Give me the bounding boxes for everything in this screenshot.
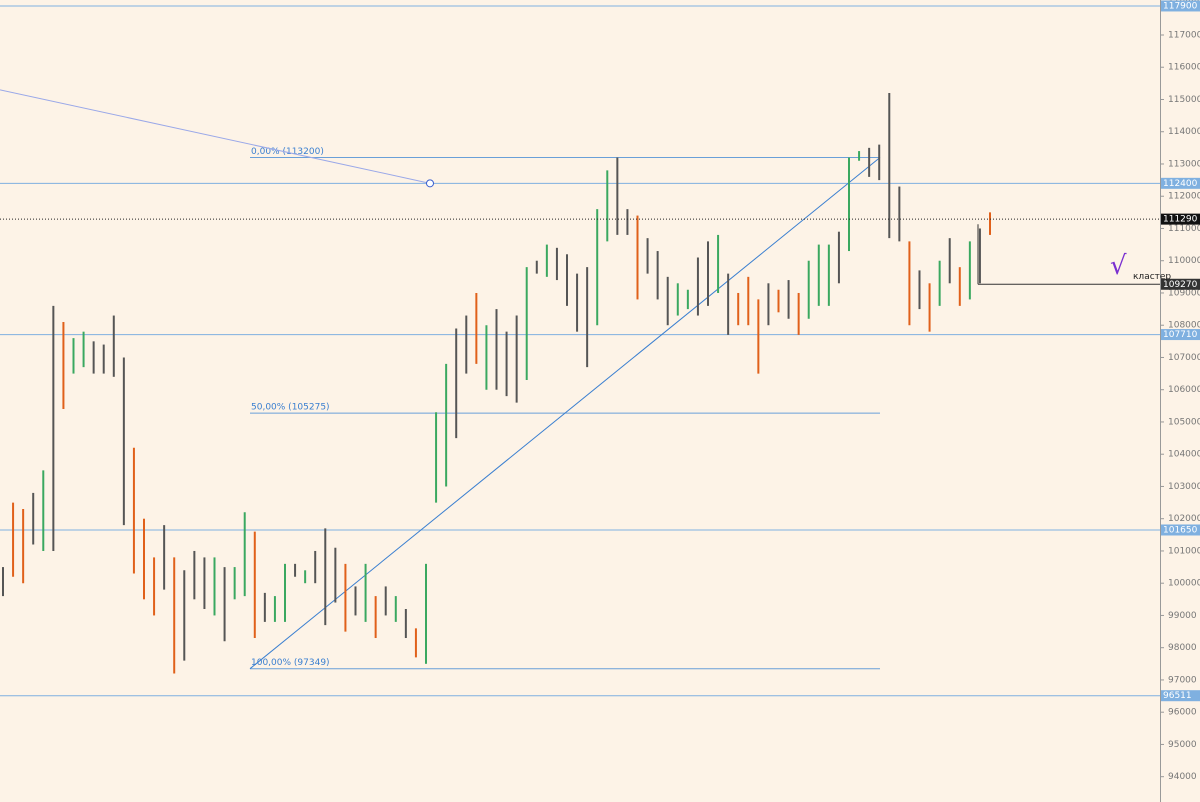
y-tick-label: 98000 — [1168, 643, 1197, 653]
y-tick-label: 113000 — [1168, 159, 1200, 169]
y-tick-label: 94000 — [1168, 772, 1197, 782]
level-label: 101650 — [1163, 525, 1198, 535]
cluster-mark: √ — [1110, 251, 1127, 281]
y-tick-label: 109000 — [1168, 288, 1200, 298]
cluster-label: 109270 — [1163, 280, 1198, 290]
level-label-box — [1161, 690, 1200, 702]
level-label: 96511 — [1163, 691, 1192, 701]
fib-label: 100,00% (97349) — [251, 658, 330, 668]
y-tick-label: 101000 — [1168, 546, 1200, 556]
y-tick-label: 107000 — [1168, 353, 1200, 363]
y-tick-label: 110000 — [1168, 256, 1200, 266]
level-label-box — [1161, 0, 1200, 12]
y-tick-label: 116000 — [1168, 63, 1200, 73]
level-label: 117900 — [1163, 1, 1198, 11]
level-label-box — [1161, 524, 1200, 536]
y-tick-label: 114000 — [1168, 127, 1200, 137]
y-tick-label: 105000 — [1168, 417, 1200, 427]
level-label-box — [1161, 177, 1200, 189]
cluster-box — [1161, 278, 1200, 290]
ray-anchor — [426, 179, 434, 188]
y-tick-label: 97000 — [1168, 675, 1197, 685]
y-tick-label: 99000 — [1168, 611, 1197, 621]
level-label: 107710 — [1163, 330, 1198, 340]
y-tick-label: 95000 — [1168, 740, 1197, 750]
y-tick-label: 100000 — [1168, 579, 1200, 589]
fib-label: 50,00% (105275) — [251, 403, 330, 413]
ray-line — [0, 89, 431, 184]
level-label-box — [1161, 329, 1200, 341]
y-tick-label: 117000 — [1168, 30, 1200, 40]
y-tick-label: 104000 — [1168, 450, 1200, 460]
y-tick-label: 96000 — [1168, 708, 1197, 718]
current-price-label: 111290 — [1163, 215, 1198, 225]
trend-line — [249, 157, 881, 670]
level-label: 112400 — [1163, 179, 1198, 189]
y-tick-label: 106000 — [1168, 385, 1200, 395]
current-price-box — [1161, 213, 1200, 225]
y-tick-label: 112000 — [1168, 192, 1200, 202]
y-tick-label: 108000 — [1168, 321, 1200, 331]
y-tick-label: 102000 — [1168, 514, 1200, 524]
cluster-text: кластер — [1133, 272, 1171, 282]
y-tick-label: 103000 — [1168, 482, 1200, 492]
y-tick-label: 115000 — [1168, 95, 1200, 105]
y-tick-label: 111000 — [1168, 224, 1200, 234]
